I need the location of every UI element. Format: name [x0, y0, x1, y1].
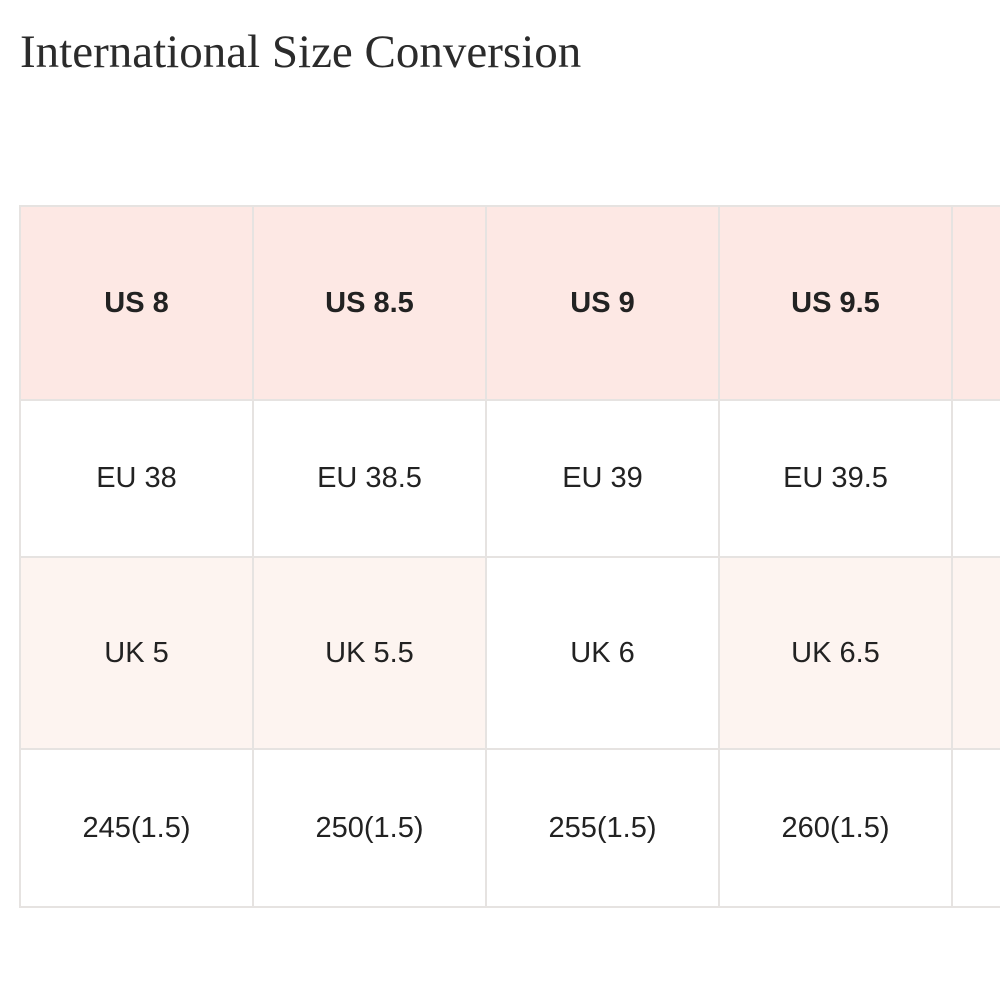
table-cell-us: US 9 [485, 205, 720, 401]
table-cell-eu: EU 38.5 [252, 399, 487, 558]
table-cell-uk [951, 556, 1000, 750]
table-cell-uk: UK 6.5 [718, 556, 953, 750]
size-table-container: US 8 US 8.5 US 9 US 9.5 EU 38 EU 38.5 EU… [19, 205, 1000, 910]
table-cell-foot-length: 260(1.5) [718, 748, 953, 908]
table-row-us-sizes: US 8 US 8.5 US 9 US 9.5 [19, 205, 1000, 401]
size-conversion-table: US 8 US 8.5 US 9 US 9.5 EU 38 EU 38.5 EU… [19, 205, 1000, 908]
table-cell-us: US 8.5 [252, 205, 487, 401]
page-title: International Size Conversion [20, 26, 582, 78]
table-cell-foot-length: 2 [951, 748, 1000, 908]
table-cell-eu [951, 399, 1000, 558]
table-cell-us [951, 205, 1000, 401]
table-cell-uk: UK 5 [19, 556, 254, 750]
table-cell-eu: EU 38 [19, 399, 254, 558]
table-cell-foot-length: 245(1.5) [19, 748, 254, 908]
table-cell-eu: EU 39.5 [718, 399, 953, 558]
table-cell-eu: EU 39 [485, 399, 720, 558]
table-cell-uk: UK 5.5 [252, 556, 487, 750]
table-row-foot-length: 245(1.5) 250(1.5) 255(1.5) 260(1.5) 2 [19, 748, 1000, 908]
table-cell-foot-length: 250(1.5) [252, 748, 487, 908]
table-cell-uk: UK 6 [485, 556, 720, 750]
table-cell-us: US 8 [19, 205, 254, 401]
table-row-uk-sizes: UK 5 UK 5.5 UK 6 UK 6.5 [19, 556, 1000, 750]
table-cell-us: US 9.5 [718, 205, 953, 401]
table-cell-foot-length: 255(1.5) [485, 748, 720, 908]
table-row-eu-sizes: EU 38 EU 38.5 EU 39 EU 39.5 [19, 399, 1000, 558]
